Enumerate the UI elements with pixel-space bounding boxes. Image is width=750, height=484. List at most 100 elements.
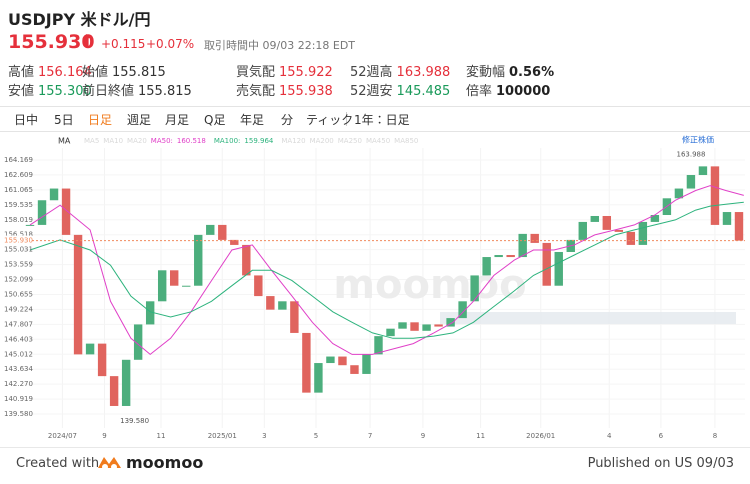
candle — [25, 224, 35, 226]
stat-label: 始値 — [82, 65, 109, 80]
tab[interactable]: 年足 — [240, 113, 265, 127]
candle — [578, 221, 587, 240]
candle — [638, 221, 648, 245]
stat-label: 高値 — [8, 65, 35, 80]
candle — [109, 376, 119, 406]
title: USDJPY 米ドル/円 — [8, 6, 151, 30]
x-tick-label: 9 — [421, 432, 425, 440]
candle — [506, 255, 515, 258]
candle — [97, 343, 107, 377]
stat-value: 155.815 — [138, 84, 192, 99]
candle — [61, 188, 71, 235]
x-tick-label: 7 — [368, 432, 372, 440]
footer-separator — [0, 447, 750, 448]
candle — [254, 275, 263, 297]
stat: 52週高 163.988 — [350, 61, 450, 80]
tab[interactable]: 5日 — [54, 113, 74, 127]
tab[interactable]: ティック — [306, 113, 354, 127]
stat: 始値 155.815 — [82, 61, 166, 80]
x-tick-label: 11 — [157, 432, 166, 440]
x-tick-label: 2025/01 — [208, 432, 237, 440]
adjust-label[interactable]: 修正株価 — [682, 135, 714, 145]
y-tick-label: 153.559 — [4, 261, 33, 269]
stat-value: 163.988 — [396, 65, 451, 80]
brand: moomoo — [126, 453, 204, 472]
y-tick-label: 155.031 — [4, 246, 33, 254]
stat: 安値 155.300 — [8, 80, 92, 99]
x-tick-label: 2026/01 — [526, 432, 555, 440]
candle — [602, 215, 612, 230]
candle — [218, 224, 227, 240]
candle — [230, 239, 239, 245]
candle — [470, 275, 479, 302]
stat-label: 52週高 — [350, 65, 393, 80]
y-tick-label: 152.099 — [4, 276, 33, 284]
candle — [290, 301, 299, 333]
tab[interactable]: 週足 — [127, 113, 152, 127]
change: +0.115 — [101, 37, 146, 51]
y-tick-label: 145.012 — [4, 350, 33, 358]
indicator-button[interactable] — [48, 135, 82, 147]
candle — [410, 322, 419, 331]
status: 取引時間中 09/03 22:18 EDT — [204, 39, 356, 52]
candle — [133, 324, 143, 360]
y-tick-label: 164.169 — [4, 156, 33, 164]
stat-label: 前日終値 — [82, 84, 135, 99]
tab[interactable]: 月足 — [165, 113, 190, 127]
y-tick-label: 162.609 — [4, 171, 33, 179]
candle — [266, 296, 275, 310]
tab[interactable]: 分 — [281, 113, 294, 127]
candle — [121, 359, 131, 406]
candle — [386, 328, 395, 337]
stat-label: 変動幅 — [466, 65, 506, 80]
x-tick-label: 5 — [314, 432, 318, 440]
x-tick-label: 9 — [102, 432, 106, 440]
chart: MA 修正株価 MA5 MA10 MA20 MA50: 160.518 MA100: 159.9… — [2, 135, 745, 440]
legend-name: MA100: — [214, 137, 241, 145]
candle — [674, 188, 684, 199]
price-label: 155.930 — [4, 237, 33, 245]
tab[interactable]: Q足 — [204, 113, 226, 127]
x-tick-label: 3 — [262, 432, 266, 440]
candle — [157, 270, 167, 302]
legend-inactive: MA450 — [366, 137, 390, 145]
x-tick-label: 4 — [607, 432, 612, 440]
candle — [314, 363, 323, 393]
candle — [590, 215, 599, 222]
y-tick-label: 161.065 — [4, 186, 33, 194]
candle — [374, 336, 383, 355]
candle — [37, 200, 47, 225]
brand-logo — [98, 457, 121, 470]
candle — [434, 324, 443, 327]
legend-inactive: MA250 — [338, 137, 362, 145]
tab[interactable]: 日中 — [14, 113, 39, 127]
published: Published on US 09/03 — [587, 456, 734, 471]
y-tick-label: 147.807 — [4, 320, 33, 328]
candle — [170, 270, 179, 286]
candle — [494, 255, 503, 258]
candle — [350, 365, 359, 374]
x-tick-label: 11 — [476, 432, 485, 440]
stat-label: 売気配 — [236, 84, 276, 99]
ma-line — [29, 185, 744, 356]
candle — [182, 285, 191, 287]
legend-value: 160.518 — [177, 137, 206, 145]
tab[interactable]: 日足 — [88, 113, 113, 127]
y-tick-label: 146.403 — [4, 335, 33, 343]
stat-value: 155.922 — [279, 65, 333, 80]
range-label[interactable]: 1年：日足 — [354, 113, 410, 127]
candle — [614, 229, 624, 232]
legend-inactive: MA200 — [310, 137, 334, 145]
overlay-band — [440, 312, 736, 324]
separator — [346, 112, 347, 126]
candle — [482, 257, 491, 276]
stat-value: 145.485 — [396, 84, 451, 99]
indicator-label[interactable]: MA — [58, 137, 71, 146]
y-tick-label: 139.580 — [4, 410, 33, 418]
candle — [734, 212, 744, 241]
annotation: 139.580 — [120, 417, 149, 425]
candle — [338, 356, 347, 366]
stat: 変動幅 0.56% — [466, 61, 554, 80]
candle — [362, 354, 371, 374]
